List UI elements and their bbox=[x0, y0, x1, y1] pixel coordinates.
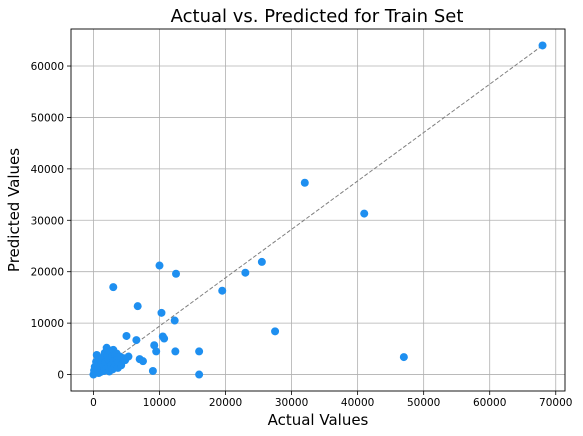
data-point bbox=[241, 268, 250, 277]
x-tick-label: 10000 bbox=[143, 397, 176, 409]
x-tick-label: 30000 bbox=[275, 397, 308, 409]
data-point bbox=[271, 327, 280, 336]
x-tick-label: 60000 bbox=[473, 397, 506, 409]
plot-frame bbox=[70, 28, 566, 392]
data-points bbox=[89, 41, 547, 379]
data-point bbox=[257, 257, 266, 266]
data-point bbox=[150, 341, 159, 350]
data-point bbox=[122, 331, 131, 340]
y-tick-label: 30000 bbox=[31, 215, 64, 227]
x-tick-label: 0 bbox=[90, 397, 97, 409]
data-point bbox=[538, 41, 547, 50]
data-point bbox=[148, 366, 157, 375]
data-point bbox=[399, 353, 408, 362]
data-point bbox=[138, 357, 147, 366]
data-point bbox=[300, 178, 309, 187]
y-axis-label: Predicted Values bbox=[5, 148, 23, 272]
y-tick-label: 50000 bbox=[31, 112, 64, 124]
data-point bbox=[157, 308, 166, 317]
y-tick-label: 0 bbox=[57, 370, 64, 382]
y-axis-ticks: 0 10000 20000 30000 40000 50000 60000 bbox=[31, 61, 71, 382]
x-axis-ticks: 0 10000 20000 30000 40000 50000 60000 70000 bbox=[90, 391, 572, 409]
data-point bbox=[195, 347, 204, 356]
data-point bbox=[132, 336, 141, 345]
data-point bbox=[133, 302, 142, 311]
y-tick-label: 20000 bbox=[31, 267, 64, 279]
data-point bbox=[124, 352, 133, 361]
data-point bbox=[195, 370, 204, 379]
data-point bbox=[218, 286, 227, 295]
reference-line bbox=[93, 45, 543, 375]
data-point bbox=[172, 269, 181, 278]
x-tick-label: 20000 bbox=[209, 397, 242, 409]
y-tick-label: 10000 bbox=[31, 318, 64, 330]
data-point bbox=[152, 347, 161, 356]
data-point bbox=[109, 283, 118, 292]
chart-title: Actual vs. Predicted for Train Set bbox=[171, 6, 464, 27]
y-tick-label: 40000 bbox=[31, 164, 64, 176]
data-point bbox=[160, 334, 169, 343]
y-tick-label: 60000 bbox=[31, 61, 64, 73]
data-point bbox=[360, 209, 369, 218]
x-tick-label: 50000 bbox=[407, 397, 440, 409]
x-tick-label: 40000 bbox=[341, 397, 374, 409]
x-axis-label: Actual Values bbox=[268, 411, 369, 429]
data-point bbox=[155, 261, 164, 270]
data-point bbox=[171, 347, 180, 356]
x-tick-label: 70000 bbox=[539, 397, 572, 409]
reference-line-layer bbox=[93, 45, 543, 375]
data-point bbox=[170, 316, 179, 325]
